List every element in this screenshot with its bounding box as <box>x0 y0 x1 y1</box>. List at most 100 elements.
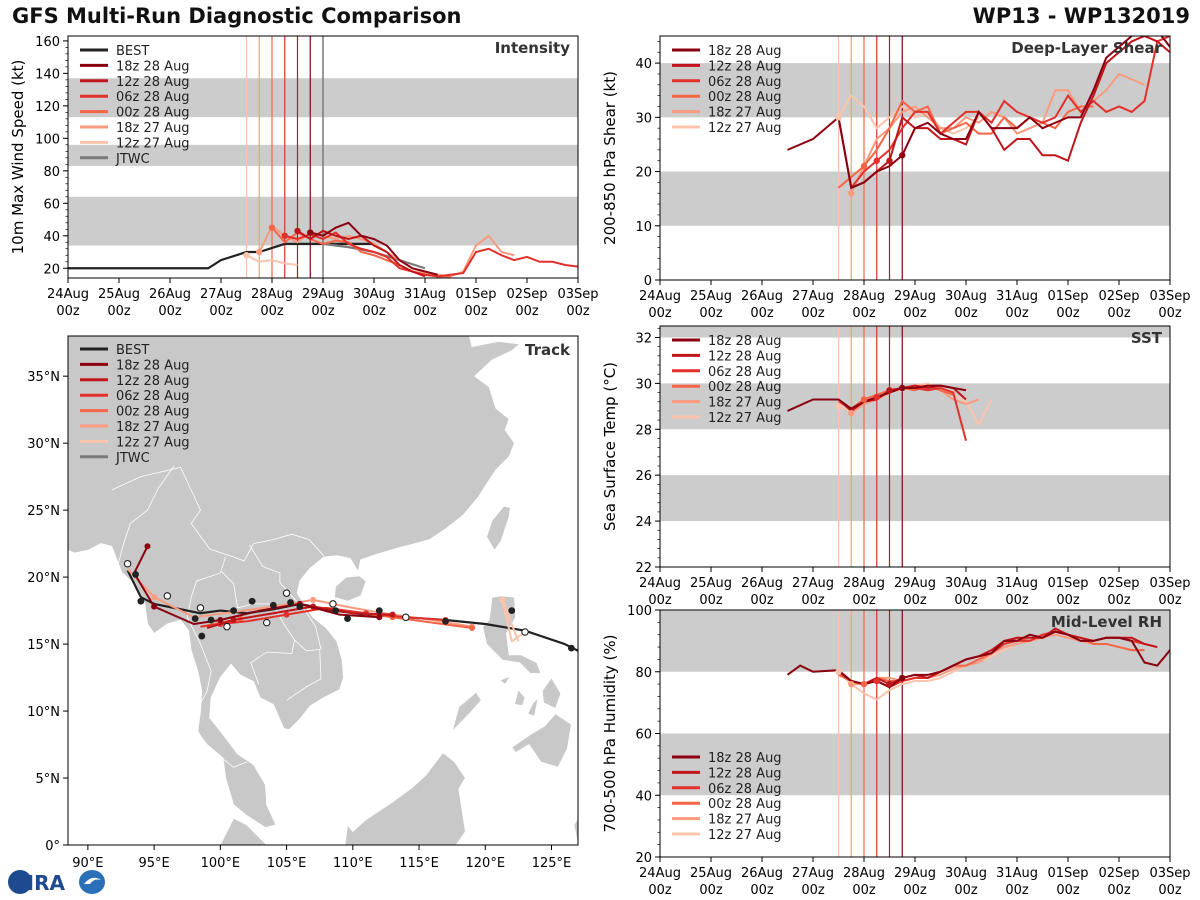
x-tick-date: 03Sep <box>1149 576 1190 591</box>
analysis-point <box>256 248 263 256</box>
y-tick-label: 140 <box>35 67 60 82</box>
lon-tick-label: 95°E <box>138 856 169 871</box>
logo-swirl-icon <box>79 870 105 894</box>
series-line-00z-28-aug <box>837 99 1094 189</box>
x-tick-date: 27Aug <box>792 576 834 591</box>
x-tick-hour: 00z <box>903 883 927 898</box>
y-tick-label: 32 <box>635 331 652 346</box>
legend-label: 18z 28 Aug <box>116 59 190 74</box>
x-tick-date: 26Aug <box>741 866 783 881</box>
x-tick-hour: 00z <box>852 593 876 608</box>
x-tick-date: 01Sep <box>455 287 496 302</box>
lat-tick-label: 15°N <box>27 638 60 653</box>
border-cambodia-vietnam <box>286 639 322 701</box>
y-tick-label: 26 <box>635 469 652 484</box>
border-laos-vietnam <box>249 544 322 650</box>
x-tick-hour: 00z <box>260 304 284 319</box>
x-tick-hour: 00z <box>750 306 774 321</box>
best-track-point <box>375 607 383 614</box>
y-tick-label: 24 <box>635 515 652 530</box>
jtwc-point <box>223 622 231 631</box>
series-line-18z-28-aug <box>310 221 438 276</box>
track-point <box>469 625 476 632</box>
legend-label: BEST <box>116 44 149 59</box>
x-tick-hour: 00z <box>954 306 978 321</box>
jtwc-point <box>123 559 132 568</box>
lon-tick-label: 115°E <box>399 856 439 871</box>
x-tick-date: 02Sep <box>1098 289 1139 304</box>
x-tick-hour: 00z <box>1107 593 1131 608</box>
legend-item: 06z 28 Aug <box>672 75 782 90</box>
x-tick-hour: 00z <box>954 883 978 898</box>
panel-title: Track <box>525 341 571 359</box>
x-tick-hour: 00z <box>1158 883 1182 898</box>
lon-tick-label: 90°E <box>72 856 103 871</box>
track-path-12z-28-aug <box>206 605 393 629</box>
y-tick-label: 20 <box>635 166 652 181</box>
x-tick-date: 01Sep <box>1047 289 1088 304</box>
border-laos-thailand <box>221 571 295 685</box>
y-tick-label: 100 <box>627 604 652 619</box>
x-tick-date: 28Aug <box>251 287 293 302</box>
x-tick-date: 30Aug <box>945 289 987 304</box>
sumatra-tip <box>219 817 268 845</box>
panel-title: Mid-Level RH <box>1051 613 1162 631</box>
x-tick-date: 03Sep <box>1149 866 1190 881</box>
samar-island <box>541 676 562 709</box>
lat-tick-label: 0° <box>45 839 60 854</box>
shade-band <box>660 475 1170 522</box>
shade-band <box>660 326 1170 338</box>
figure-title: GFS Multi-Run Diagnostic Comparison <box>12 4 462 28</box>
jtwc-point <box>402 613 410 622</box>
jtwc-point <box>262 618 271 627</box>
lat-tick-label: 20°N <box>27 571 60 586</box>
legend-label: 18z 28 Aug <box>708 334 782 349</box>
x-tick-date: 28Aug <box>843 576 885 591</box>
x-tick-hour: 00z <box>158 304 182 319</box>
y-tick-label: 120 <box>35 100 60 115</box>
x-tick-date: 02Sep <box>1098 866 1139 881</box>
map-area <box>68 336 578 845</box>
x-tick-date: 29Aug <box>894 289 936 304</box>
series-line-12z-27-aug <box>837 94 980 135</box>
y-tick-label: 30 <box>635 377 652 392</box>
lon-tick-label: 120°E <box>466 856 506 871</box>
halmahera-edge <box>573 817 578 845</box>
best-track-point <box>269 601 277 609</box>
x-tick-hour: 00z <box>515 304 539 319</box>
series-line-18z-27-aug <box>850 72 1145 194</box>
x-tick-date: 01Sep <box>1047 866 1088 881</box>
track-path-12z-27-aug <box>501 598 526 643</box>
legend-item: 12z 27 Aug <box>80 435 190 450</box>
legend-item: 00z 28 Aug <box>672 90 782 105</box>
legend-label: 00z 28 Aug <box>708 380 782 395</box>
x-tick-date: 01Sep <box>1047 576 1088 591</box>
taiwan-island <box>486 505 511 552</box>
analysis-point <box>243 252 250 259</box>
best-track-point <box>508 607 516 614</box>
x-tick-hour: 00z <box>566 304 590 319</box>
x-tick-date: 28Aug <box>843 866 885 881</box>
legend-label: 18z 27 Aug <box>708 396 782 411</box>
jtwc-point <box>282 589 291 597</box>
track-point <box>389 611 396 618</box>
analysis-point <box>268 224 276 231</box>
best-track-point <box>296 603 304 610</box>
legend-item: BEST <box>80 44 149 59</box>
legend-label: 12z 27 Aug <box>116 435 190 450</box>
x-tick-date: 03Sep <box>557 287 598 302</box>
legend-label: 00z 28 Aug <box>708 90 782 105</box>
analysis-point <box>848 190 855 197</box>
x-tick-date: 24Aug <box>639 866 681 881</box>
legend-label: 12z 27 Aug <box>708 411 782 426</box>
track-point <box>151 603 158 610</box>
analysis-point <box>860 162 868 170</box>
y-axis-label: Sea Surface Temp (°C) <box>601 362 619 531</box>
x-tick-date: 24Aug <box>639 576 681 591</box>
legend-item: JTWC <box>80 451 150 466</box>
panel-intensity: 20 40 60 80 100 120 140 160 24Aug 00z 25Aug 00z 26Au… <box>9 35 599 319</box>
map-frame <box>67 335 579 846</box>
y-tick-label: 22 <box>635 561 652 576</box>
analysis-point <box>886 387 893 394</box>
